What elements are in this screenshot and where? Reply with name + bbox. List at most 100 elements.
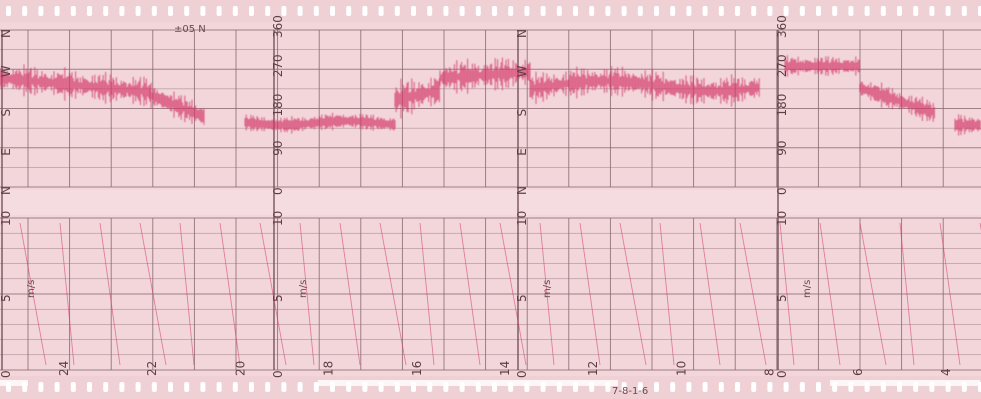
direction-scale-label: 90 [271,140,285,155]
sprocket-hole [961,6,967,16]
sprocket-holes-bottom [0,380,981,392]
sprocket-hole [313,382,319,392]
speed-scale-label: 5 [0,294,13,302]
speed-stroke [179,222,195,366]
sprocket-hole [151,382,157,392]
direction-scale-label: N [515,186,529,195]
sprocket-hole [200,382,206,392]
speed-stroke [99,222,121,366]
sprocket-hole [589,6,595,16]
speed-stroke [379,222,407,366]
speed-stroke [59,222,75,366]
sprocket-hole [54,382,60,392]
time-label: 22 [145,361,159,376]
sprocket-hole [135,6,141,16]
time-label: 24 [57,361,71,376]
edge-bar [830,380,980,386]
direction-scale-label: 360 [775,15,789,38]
direction-scale-label: 180 [271,94,285,117]
sprocket-hole [897,6,902,16]
time-label: 12 [586,361,600,376]
sprocket-hole [216,6,222,16]
direction-scale-label: N [0,186,13,195]
sprocket-hole [573,6,578,16]
sprocket-hole [686,382,692,392]
sprocket-hole [249,382,254,392]
sprocket-hole [751,382,757,392]
speed-scale-label: 0 [515,370,529,378]
time-label: 18 [322,361,336,376]
sprocket-hole [184,382,190,392]
sprocket-hole [427,6,433,16]
sprocket-hole [654,382,659,392]
unit-label: m/s [542,280,553,298]
speed-stroke [619,222,647,366]
direction-scale-label: 270 [775,54,789,77]
sprocket-hole [880,6,886,16]
sprocket-hole [702,6,708,16]
sprocket-hole [330,6,335,16]
direction-scale-label: 0 [271,187,285,195]
direction-scale-label: W [515,65,529,77]
sprocket-hole [670,6,676,16]
direction-scale-label: E [515,148,529,156]
speed-stroke [499,222,527,366]
unit-label: m/s [26,280,37,298]
sprocket-hole [281,6,287,16]
speed-stroke [939,222,961,366]
speed-stroke [139,222,167,366]
sprocket-hole [864,6,870,16]
sprocket-hole [556,6,562,16]
sprocket-hole [913,6,919,16]
direction-scale-label: 270 [271,54,285,77]
sprocket-hole [281,382,287,392]
sprocket-hole [394,6,400,16]
sprocket-hole [103,382,109,392]
sprocket-hole [459,6,465,16]
direction-scale-label: 90 [775,140,789,155]
speed-stroke [259,222,287,366]
speed-stroke [859,222,887,366]
sprocket-hole [346,6,352,16]
sprocket-hole [799,382,805,392]
sprocket-hole [38,382,44,392]
sprocket-hole [605,6,611,16]
edge-bar [318,380,618,386]
direction-scale-label: E [0,148,13,156]
direction-scale-label: N [515,29,529,38]
chart-grid [0,29,981,371]
sprocket-hole [621,382,627,392]
sprocket-hole [87,6,92,16]
sprocket-hole [297,6,303,16]
sprocket-hole [411,6,416,16]
speed-stroke [19,222,47,366]
sprocket-hole [702,382,708,392]
sprocket-hole [200,6,206,16]
sprocket-holes-top [6,6,981,16]
sprocket-hole [151,6,157,16]
speed-trace [19,222,981,366]
sprocket-hole [232,382,238,392]
sprocket-hole [492,6,497,16]
speed-scale-label: 5 [775,294,789,302]
sprocket-hole [22,6,28,16]
sprocket-hole [767,382,773,392]
direction-scale-label: 0 [775,187,789,195]
sprocket-hole [540,6,546,16]
sprocket-hole [249,6,254,16]
sprocket-hole [232,6,238,16]
direction-scale-label: S [515,109,529,117]
speed-stroke [539,222,555,366]
sprocket-hole [216,382,222,392]
header-mark: ±05 N [174,24,206,35]
speed-stroke [219,222,241,366]
direction-scale-label: S [0,109,13,117]
speed-stroke [699,222,721,366]
edge-bar [0,380,28,386]
sprocket-hole [799,6,805,16]
speed-scale-label: 10 [271,211,285,226]
speed-scale-label: 0 [0,370,13,378]
speed-stroke [419,222,435,366]
sprocket-hole [70,382,76,392]
